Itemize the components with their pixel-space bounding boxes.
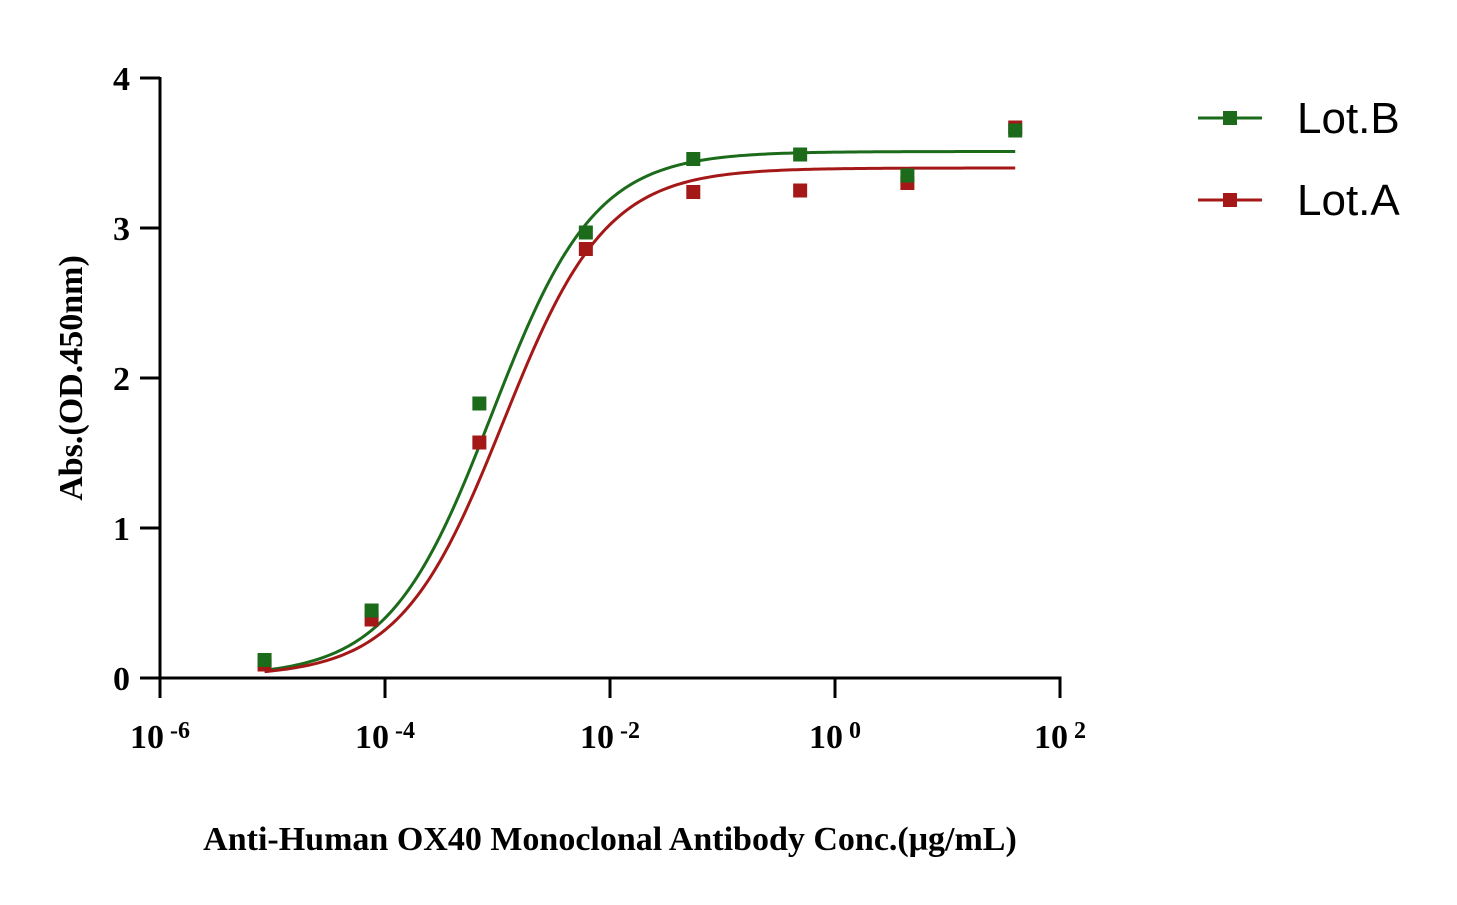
data-point-lot-a: [472, 435, 487, 450]
y-tick-label: 3: [113, 211, 130, 248]
x-tick-label: 10 -4: [355, 718, 415, 756]
legend-item-lot-b: Lot.B: [1198, 94, 1400, 143]
x-tick-label: 10 -2: [580, 718, 640, 756]
x-tick-label: 10 -6: [130, 718, 190, 756]
y-tick-label: 0: [113, 661, 130, 698]
fit-curve-lot-b: [264, 150, 1016, 672]
legend-item-lot-a: Lot.A: [1198, 176, 1400, 225]
data-point-lot-a: [793, 183, 808, 198]
y-tick-label: 1: [113, 511, 130, 548]
legend-label: Lot.A: [1297, 176, 1400, 225]
legend: Lot.B Lot.A: [1198, 94, 1400, 225]
legend-label: Lot.B: [1297, 94, 1400, 143]
fit-curve-lot-a: [264, 166, 1016, 674]
x-tick-label: 10 0: [809, 718, 861, 756]
data-point-lot-b: [1008, 123, 1023, 138]
legend-marker: [1223, 193, 1237, 207]
fit-curves: [264, 150, 1016, 674]
data-point-lot-b: [900, 168, 915, 183]
data-point-lot-b: [793, 147, 808, 162]
data-point-lot-b: [364, 603, 379, 618]
x-ticks: 10 -6 10 -4 10 -2 10 0 10 2: [130, 678, 1086, 756]
y-tick-label: 2: [113, 361, 130, 398]
data-points: [257, 120, 1023, 672]
y-axis-label: Abs.(OD.450nm): [53, 255, 90, 501]
data-point-lot-a: [578, 242, 593, 256]
x-axis-label: Anti-Human OX40 Monoclonal Antibody Conc…: [203, 821, 1017, 858]
data-point-lot-b: [257, 653, 272, 667]
data-point-lot-a: [686, 185, 701, 199]
axes: 0 1 2 3 4 10 -6 10 -4 10 -2 10 0 10 2: [113, 61, 1086, 756]
y-tick-label: 4: [113, 61, 130, 98]
legend-marker: [1223, 111, 1237, 125]
data-point-lot-b: [578, 225, 593, 240]
data-point-lot-b: [472, 396, 487, 411]
data-point-lot-b: [686, 152, 701, 166]
y-ticks: 0 1 2 3 4: [113, 61, 160, 698]
x-tick-label: 10 2: [1034, 718, 1086, 756]
